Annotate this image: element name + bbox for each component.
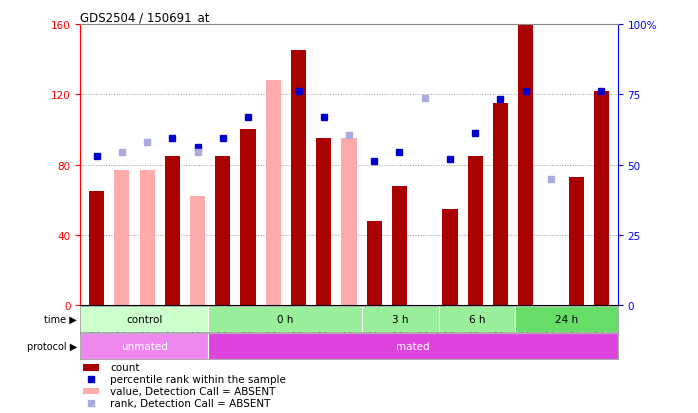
Text: mated: mated [396,341,430,351]
Text: control: control [126,314,163,325]
Bar [443,209,457,306]
Bar [241,130,255,306]
Text: count: count [110,362,140,372]
Bar [493,104,508,306]
Bar [316,139,332,306]
Text: unmated: unmated [121,341,168,351]
Text: GDS2504 / 150691_at: GDS2504 / 150691_at [80,11,210,24]
Bar [515,306,618,332]
Bar [518,25,533,306]
Bar [594,91,609,306]
Bar [366,221,382,306]
Text: 3 h: 3 h [392,314,408,325]
Bar [215,157,230,306]
Bar [114,171,129,306]
Text: rank, Detection Call = ABSENT: rank, Detection Call = ABSENT [110,398,271,408]
Bar [83,364,99,370]
Text: value, Detection Call = ABSENT: value, Detection Call = ABSENT [110,386,276,396]
Text: time ▶: time ▶ [44,314,77,325]
Bar [438,306,515,332]
Text: 24 h: 24 h [555,314,578,325]
Bar [341,139,357,306]
Bar [468,157,483,306]
Text: 6 h: 6 h [469,314,485,325]
Text: protocol ▶: protocol ▶ [27,341,77,351]
Bar [89,192,104,306]
Bar [291,51,306,306]
Bar [80,333,208,359]
Bar [165,157,180,306]
Bar [392,186,407,306]
Bar [208,333,618,359]
Bar [266,81,281,306]
Bar [140,171,155,306]
Bar [190,197,205,306]
Bar [80,306,208,332]
Bar [208,306,362,332]
Bar [569,178,584,306]
Text: 0 h: 0 h [277,314,293,325]
Bar [362,306,438,332]
Text: percentile rank within the sample: percentile rank within the sample [110,374,286,384]
Bar [83,388,99,394]
